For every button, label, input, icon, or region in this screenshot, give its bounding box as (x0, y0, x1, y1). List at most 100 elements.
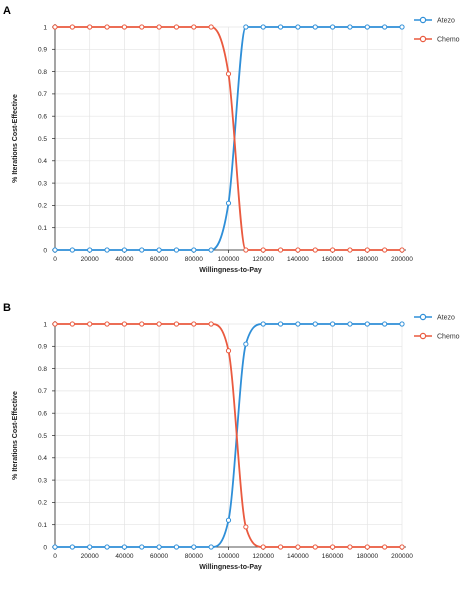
y-tick-label: 0.6 (38, 411, 47, 418)
y-tick-label: 0.8 (38, 69, 47, 76)
x-tick-label: 100000 (218, 256, 240, 263)
data-point-chemo (104, 321, 110, 327)
legend-marker-atezo (419, 313, 427, 321)
x-tick-label: 180000 (356, 256, 378, 263)
data-point-atezo (69, 247, 75, 253)
data-point-chemo (295, 247, 301, 253)
x-tick-label: 160000 (322, 256, 344, 263)
legend-label-atezo: Atezo (437, 315, 455, 322)
data-point-chemo (52, 24, 58, 30)
series-line-atezo (54, 26, 402, 251)
x-tick-label: 60000 (150, 553, 168, 560)
data-point-atezo (364, 321, 370, 327)
data-point-chemo (225, 71, 232, 77)
data-point-chemo (208, 321, 214, 327)
y-tick-label: 0.8 (38, 366, 47, 373)
legend-marker-chemo (419, 332, 427, 340)
data-point-atezo (139, 544, 145, 550)
data-point-chemo (87, 24, 93, 30)
data-point-chemo (243, 247, 249, 253)
x-tick-label: 160000 (322, 553, 344, 560)
series-line-atezo (54, 323, 402, 548)
data-point-chemo (295, 544, 301, 550)
y-tick-label: 0.7 (38, 388, 47, 395)
y-tick-label: 0.2 (38, 203, 47, 210)
y-tick-label: 0.1 (38, 522, 47, 529)
x-tick-label: 180000 (356, 553, 378, 560)
x-axis-title: Willingness-to-Pay (199, 564, 262, 571)
data-point-atezo (364, 24, 370, 30)
data-point-atezo (399, 24, 405, 30)
data-point-atezo (104, 247, 110, 253)
data-point-atezo (87, 544, 93, 550)
data-point-chemo (399, 544, 405, 550)
data-point-atezo (260, 321, 266, 327)
panel-letter: B (3, 302, 11, 314)
data-point-atezo (208, 247, 214, 253)
data-point-atezo (312, 24, 318, 30)
data-point-chemo (277, 544, 284, 550)
data-point-chemo (173, 321, 180, 327)
data-point-atezo (52, 544, 58, 550)
y-tick-label: 1 (43, 24, 47, 31)
data-point-atezo (347, 321, 353, 327)
data-point-chemo (191, 321, 197, 327)
legend-marker-chemo (419, 35, 427, 43)
legend-label-chemo: Chemo (437, 37, 460, 44)
x-tick-label: 200000 (391, 256, 413, 263)
data-point-atezo (243, 341, 249, 347)
data-point-chemo (312, 247, 318, 253)
data-point-chemo (156, 24, 162, 30)
data-point-atezo (191, 247, 197, 253)
data-point-chemo (69, 321, 75, 327)
data-point-atezo (139, 247, 145, 253)
y-tick-label: 0 (43, 247, 47, 254)
data-point-atezo (277, 321, 284, 327)
data-point-atezo (121, 247, 128, 253)
y-axis-title: % Iterations Cost-Effective (12, 391, 19, 480)
y-tick-label: 0.2 (38, 500, 47, 507)
data-point-atezo (330, 321, 336, 327)
data-point-chemo (312, 544, 318, 550)
x-tick-label: 80000 (185, 256, 203, 263)
data-point-chemo (69, 24, 75, 30)
y-tick-label: 0.4 (38, 158, 47, 165)
data-point-chemo (330, 247, 336, 253)
data-point-atezo (295, 24, 301, 30)
x-axis-title: Willingness-to-Pay (199, 267, 262, 274)
data-point-chemo (208, 24, 214, 30)
data-point-chemo (139, 24, 145, 30)
data-point-atezo (173, 544, 180, 550)
data-point-atezo (347, 24, 353, 30)
data-point-chemo (347, 544, 353, 550)
chart-a-svg: A 0 20000 40000 60000 80000 100000 120000 140000… (3, 5, 460, 274)
x-tick-label: 20000 (81, 256, 99, 263)
data-point-atezo (295, 321, 301, 327)
data-point-atezo (173, 247, 180, 253)
data-point-chemo (347, 247, 353, 253)
data-point-chemo (364, 247, 370, 253)
legend-marker-atezo (419, 16, 427, 24)
x-tick-label: 40000 (115, 553, 133, 560)
y-axis-title: % Iterations Cost-Effective (12, 94, 19, 183)
chart-panel-b: B 0 20000 40000 60000 80000 100000 120000 140000… (0, 297, 474, 594)
data-point-chemo (139, 321, 145, 327)
data-point-chemo (399, 247, 405, 253)
y-tick-label: 0.1 (38, 225, 47, 232)
x-tick-label: 60000 (150, 256, 168, 263)
y-tick-label: 0.3 (38, 477, 47, 484)
data-point-atezo (225, 200, 232, 206)
data-point-chemo (87, 321, 93, 327)
panel-letter: A (3, 5, 11, 17)
x-tick-label: 40000 (115, 256, 133, 263)
series-line-chemo (54, 323, 402, 548)
data-point-atezo (156, 247, 162, 253)
data-point-atezo (156, 544, 162, 550)
data-point-atezo (260, 24, 266, 30)
legend-label-chemo: Chemo (437, 334, 460, 341)
series-line-chemo (54, 26, 402, 251)
data-point-atezo (399, 321, 405, 327)
x-tick-label: 100000 (218, 553, 240, 560)
data-point-atezo (191, 544, 197, 550)
y-tick-label: 0.6 (38, 114, 47, 121)
